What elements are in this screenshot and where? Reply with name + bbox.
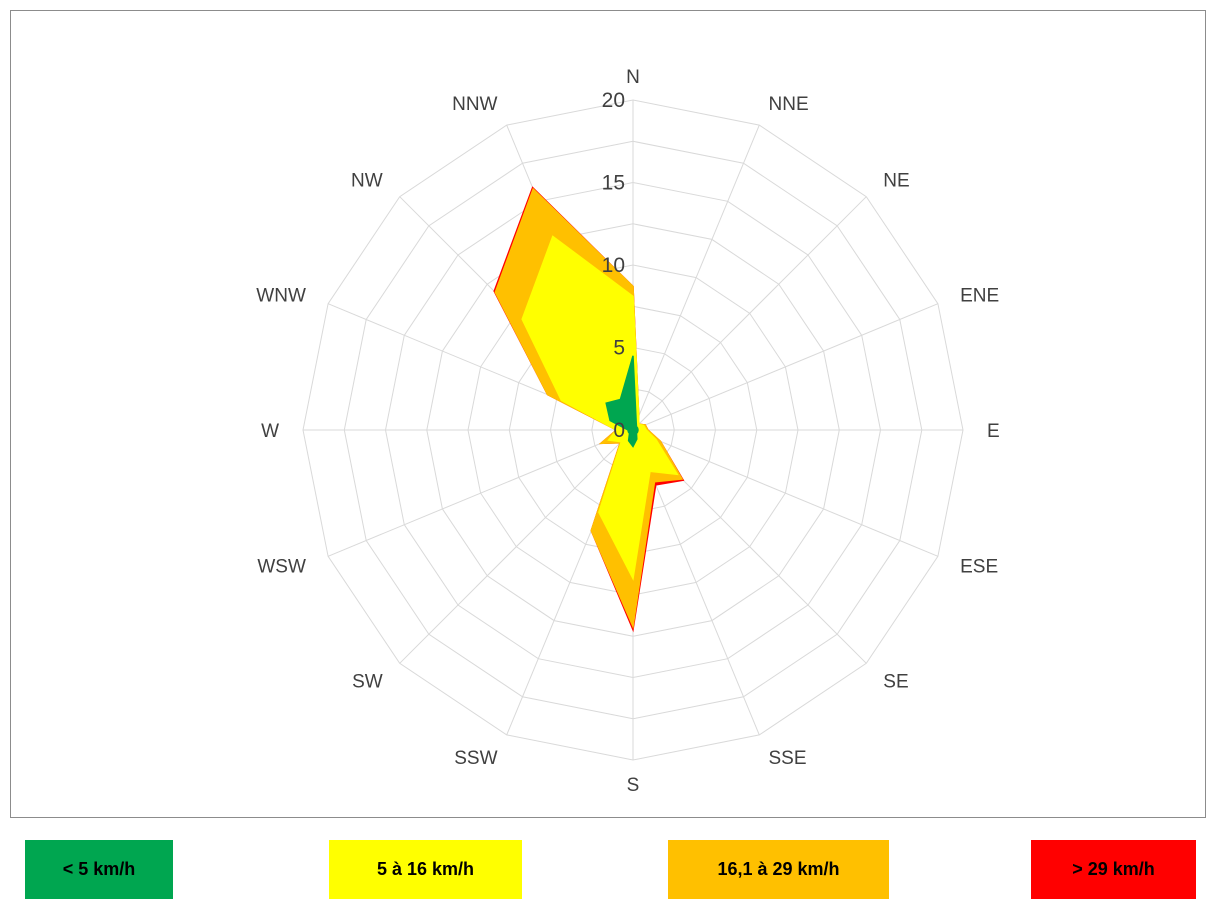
legend-item-lt5: < 5 km/h (25, 840, 173, 899)
legend-item-5-16: 5 à 16 km/h (329, 840, 522, 899)
legend-label-5-16: 5 à 16 km/h (376, 859, 475, 879)
wind-rose-chart: 0 5 10 15 20 N NNE NE ENE E ESE SE SSE S SSW SW WSW W WNW… (10, 10, 1206, 818)
radial-tick-label: 10 (602, 254, 625, 277)
direction-label-sse: SSE (769, 748, 807, 769)
grid-spoke (632, 124, 760, 431)
direction-label-e: E (987, 421, 1000, 442)
direction-label-sw: SW (352, 671, 383, 692)
grid-spoke (632, 429, 939, 557)
direction-label-wsw: WSW (257, 557, 306, 578)
direction-label-wnw: WNW (256, 286, 306, 307)
direction-label-se: SE (883, 671, 908, 692)
direction-label-ne: NE (883, 171, 909, 192)
grid-spoke (327, 429, 634, 557)
radial-tick-label: 15 (602, 172, 625, 195)
direction-label-ssw: SSW (454, 748, 497, 769)
radial-tick-label: 5 (613, 337, 625, 360)
direction-label-nnw: NNW (452, 94, 497, 115)
legend-label-lt5: < 5 km/h (62, 859, 136, 879)
direction-label-nw: NW (351, 171, 383, 192)
grid-spoke (632, 196, 867, 431)
radar-plot: 0 5 10 15 20 N NNE NE ENE E ESE SE SSE S SSW SW WSW W WNW… (256, 67, 1000, 796)
direction-label-s: S (627, 775, 640, 796)
direction-label-nne: NNE (769, 94, 809, 115)
legend-item-gt29: > 29 km/h (1031, 840, 1196, 899)
radial-tick-label: 0 (613, 419, 625, 442)
series-area-0 (605, 355, 639, 448)
series-area-1 (521, 235, 679, 581)
direction-label-w: W (261, 421, 279, 442)
direction-label-ene: ENE (960, 286, 999, 307)
legend-label-gt29: > 29 km/h (1072, 859, 1155, 879)
radial-tick-label: 20 (602, 89, 625, 112)
grid-spoke (399, 429, 634, 664)
legend-item-16-29: 16,1 à 29 km/h (668, 840, 889, 899)
direction-label-n: N (626, 67, 640, 88)
legend-label-16-29: 16,1 à 29 km/h (717, 859, 840, 879)
direction-label-ese: ESE (960, 557, 998, 578)
grid-spoke (632, 303, 939, 431)
